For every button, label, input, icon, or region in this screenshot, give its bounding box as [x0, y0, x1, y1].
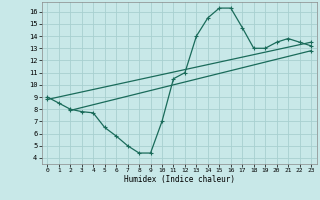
X-axis label: Humidex (Indice chaleur): Humidex (Indice chaleur): [124, 175, 235, 184]
